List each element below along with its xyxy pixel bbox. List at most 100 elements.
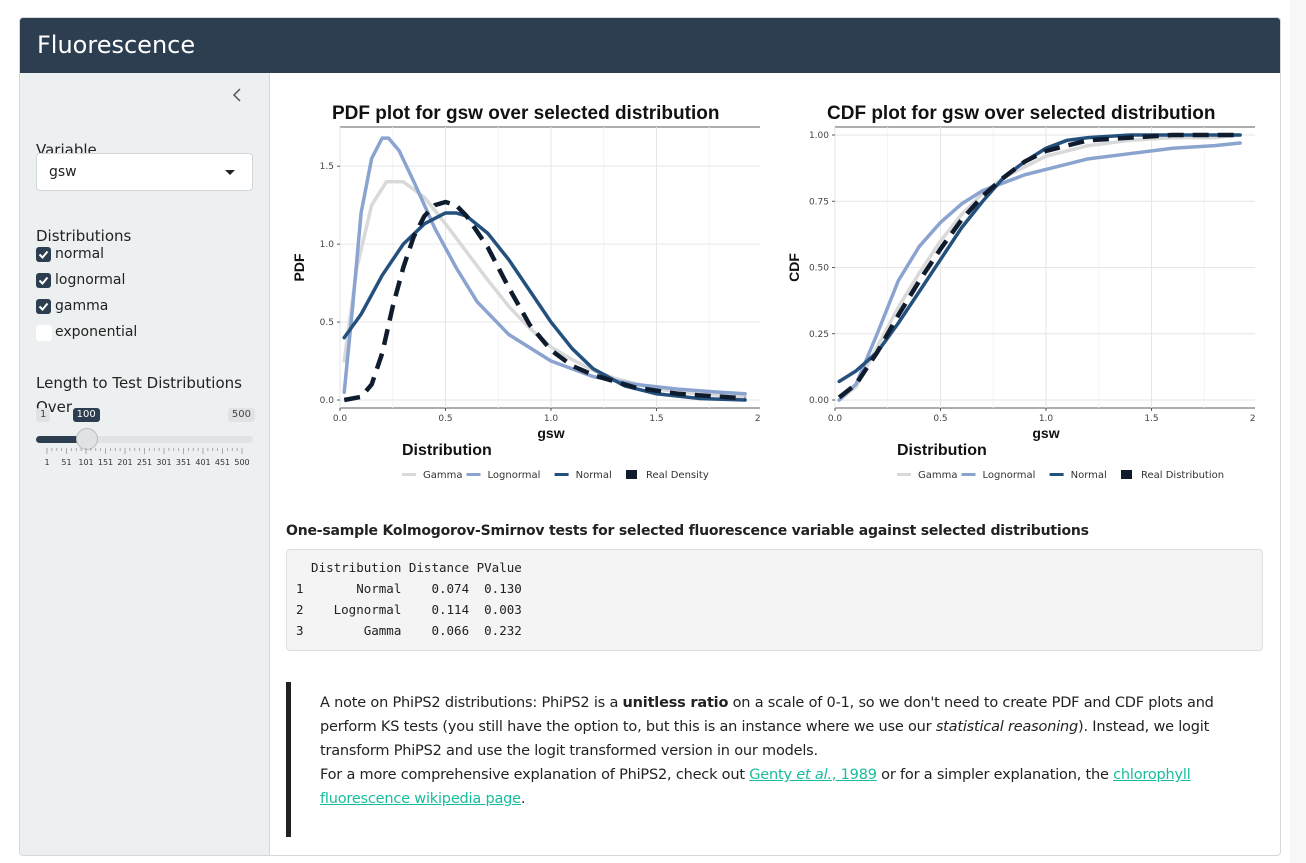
legend-title: Distribution	[402, 442, 492, 459]
chevron-left-icon	[232, 88, 241, 102]
series-line-real-distribution	[837, 132, 1241, 400]
slider-tick-label: 101	[78, 458, 93, 467]
genty-link-italic: et al.	[796, 767, 832, 783]
x-tick-label: 1.5	[1144, 414, 1158, 424]
ks-line: 3 Gamma 0.066 0.232	[296, 623, 522, 638]
legend-label: Normal	[576, 470, 612, 481]
legend-label: Lognormal	[488, 470, 541, 481]
genty-link[interactable]: Genty et al., 1989	[749, 767, 877, 783]
y-tick-label: 0.50	[809, 264, 829, 274]
legend-label: Gamma	[423, 470, 463, 481]
slider-tick-label: 1	[44, 458, 49, 467]
length-slider[interactable]: 1 100 500 1 51 101 151 201 251 301 351 401 451 500	[36, 408, 255, 468]
checkbox-checked-icon[interactable]	[36, 247, 51, 262]
slider-ticks: 1 51 101 151 201 251 301 351 401 451 500	[44, 448, 250, 467]
slider-handle[interactable]	[75, 428, 98, 450]
variable-select-value: gsw	[49, 164, 77, 180]
collapse-sidebar-button[interactable]	[230, 85, 246, 105]
pdf-plot: PDF plot for gsw over selected distribut…	[291, 103, 770, 481]
note-italic: statistical reasoning	[935, 719, 1079, 735]
checkbox-label: gamma	[55, 298, 109, 314]
x-tick-label: 2.0	[1250, 414, 1265, 424]
legend-label: Lognormal	[983, 470, 1036, 481]
x-tick-label: 0.0	[828, 414, 843, 424]
chart-root: PDF plot for gsw over selected distribut…	[291, 103, 770, 481]
legend-title: Distribution	[897, 442, 987, 459]
ks-line: Distribution Distance PValue	[296, 560, 522, 575]
checkbox-empty-icon[interactable]	[36, 325, 52, 341]
note-text-1c: ). Instead, we logit transform PhiPS2 an…	[320, 719, 1210, 759]
y-axis-label: PDF	[291, 253, 307, 281]
checkbox-label: normal	[55, 246, 105, 262]
phips2-note: A note on PhiPS2 distributions: PhiPS2 i…	[286, 682, 1266, 837]
app-title: Fluorescence	[37, 31, 196, 59]
legend-label: Real Distribution	[1141, 470, 1224, 481]
legend-key	[626, 470, 637, 479]
caret-down-icon	[225, 170, 235, 175]
x-tick-label: 1.0	[1039, 414, 1054, 424]
note-text-2a: For a more comprehensive explanation of …	[320, 767, 750, 783]
slider-max-badge: 500	[227, 408, 255, 422]
slider-fill	[36, 436, 86, 443]
checkbox-label: exponential	[55, 324, 138, 340]
app-header: Fluorescence	[20, 18, 1280, 73]
checkbox-checked-icon[interactable]	[36, 273, 51, 288]
x-tick-label: 0.5	[933, 414, 947, 424]
note-bold: unitless ratio	[622, 695, 729, 711]
cdf-plot: CDF plot for gsw over selected distribut…	[786, 103, 1265, 481]
chart-title: CDF plot for gsw over selected distribut…	[827, 103, 1215, 124]
x-tick-label: 0.0	[333, 414, 348, 424]
page-scrollbar[interactable]	[1290, 0, 1306, 863]
slider-tick-label: 500	[234, 458, 249, 467]
checkbox-label: lognormal	[55, 272, 126, 288]
slider-tick-label: 201	[117, 458, 132, 467]
app-card: Fluorescence Variable gsw Distributions …	[19, 17, 1281, 856]
legend-label: Real Density	[646, 470, 709, 481]
x-axis-label: gsw	[1032, 425, 1059, 441]
slider-tick-label: 151	[98, 458, 113, 467]
x-tick-label: 0.5	[438, 414, 452, 424]
y-tick-label: 0.5	[320, 318, 334, 328]
slider-tick-label: 51	[61, 458, 71, 467]
y-tick-label: 1.5	[320, 162, 334, 172]
x-tick-label: 2.0	[755, 414, 770, 424]
genty-link-year: , 1989	[831, 767, 877, 783]
y-tick-label: 1.00	[809, 131, 829, 141]
slider-value-badge: 100	[72, 408, 100, 422]
chart-title: PDF plot for gsw over selected distribut…	[332, 103, 719, 124]
slider-tick-label: 451	[215, 458, 230, 467]
ks-line: 2 Lognormal 0.114 0.003	[296, 602, 522, 617]
slider-track[interactable]	[36, 436, 253, 443]
y-tick-label: 0.0	[320, 396, 335, 406]
series-line-real-density	[343, 199, 746, 403]
note-text-2c: .	[520, 791, 526, 807]
legend-label: Normal	[1071, 470, 1107, 481]
y-tick-label: 1.0	[320, 240, 335, 250]
note-text-1a: A note on PhiPS2 distributions: PhiPS2 i…	[320, 695, 623, 711]
x-tick-label: 1.5	[649, 414, 663, 424]
genty-link-text: Genty	[749, 767, 797, 783]
y-tick-label: 0.75	[809, 197, 829, 207]
ks-title: One-sample Kolmogorov-Smirnov tests for …	[286, 523, 1089, 539]
slider-tick-label: 401	[195, 458, 210, 467]
x-axis-label: gsw	[537, 425, 564, 441]
checkbox-checked-icon[interactable]	[36, 299, 51, 314]
series-line-lognormal	[342, 136, 747, 396]
note-text-2b: or for a simpler explanation, the	[876, 767, 1114, 783]
x-tick-label: 1.0	[544, 414, 559, 424]
series-line-gamma	[342, 180, 747, 399]
variable-select[interactable]: gsw	[36, 153, 253, 191]
slider-min-badge: 1	[36, 408, 51, 422]
slider-tick-label: 301	[156, 458, 171, 467]
main-panel: PDF plot for gsw over selected distribut…	[270, 73, 1280, 855]
y-tick-label: 0.25	[809, 330, 829, 340]
legend-key	[1121, 470, 1132, 479]
slider-label: Length to Test Distributions	[36, 374, 242, 392]
ks-line: 1 Normal 0.074 0.130	[296, 581, 522, 596]
sidebar: Variable gsw Distributions normal lognorm…	[20, 73, 270, 855]
slider-tick-label: 351	[176, 458, 191, 467]
y-axis-label: CDF	[786, 253, 802, 282]
wikipedia-link[interactable]: chlorophyll fluorescence wikipedia page	[320, 767, 1191, 807]
note-text-1b: on a scale of 0-1, so we don't need to c…	[320, 695, 1214, 735]
y-tick-label: 0.00	[809, 396, 829, 406]
